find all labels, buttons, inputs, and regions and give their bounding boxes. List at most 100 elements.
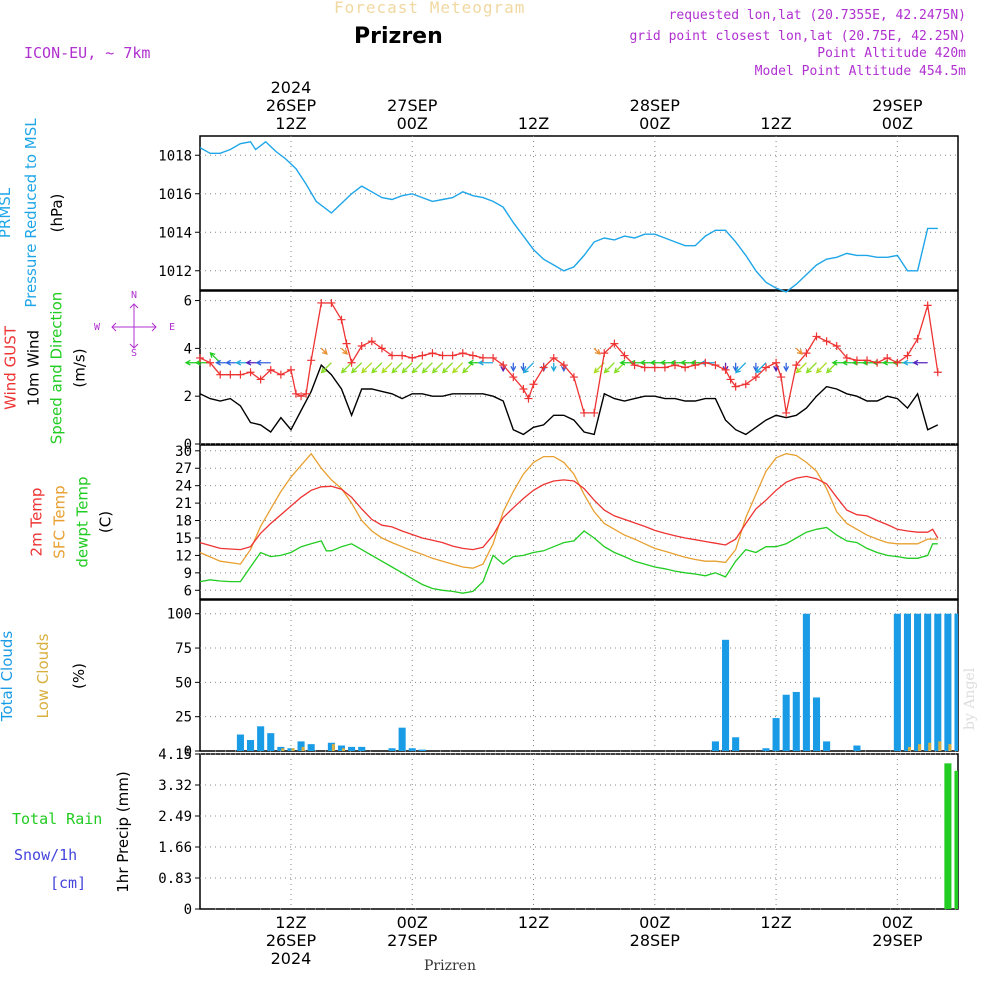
wind-arrow — [341, 347, 349, 355]
wind-arrow — [805, 362, 817, 374]
gust-line — [199, 302, 939, 414]
y-tick-label: 4.15 — [158, 747, 192, 763]
time-label-top: 12Z — [518, 114, 549, 133]
gust-marker — [883, 353, 892, 362]
total-cloud-bar — [418, 749, 426, 751]
panel-label: 1hr Precip (mm) — [114, 771, 132, 892]
gust-marker — [499, 361, 508, 370]
y-tick-label: 15 — [175, 531, 192, 547]
y-tick-label: 1.66 — [158, 840, 192, 856]
wind-labels: Wind GUST 10m Wind Speed and Direction (m/s… — [2, 292, 89, 445]
y-axis-precip: 0 0.83 1.66 2.49 3.32 4.15 — [158, 747, 958, 918]
pressure-line — [199, 140, 938, 293]
total-cloud-bar — [853, 745, 861, 751]
total-cloud-bar — [722, 639, 730, 751]
panel-frame-cloud — [199, 599, 959, 752]
wind-arrow — [795, 362, 807, 374]
total-cloud-bar — [236, 734, 244, 751]
wind-arrow — [421, 362, 433, 374]
wind-arrow — [510, 362, 517, 373]
y-tick-label: 4 — [184, 341, 192, 357]
gust-marker — [802, 349, 811, 358]
y-tick-label: 3.32 — [158, 778, 192, 794]
gust-marker — [206, 358, 215, 367]
gust-marker — [468, 351, 477, 360]
gust-marker — [761, 363, 770, 372]
y-tick-label: 75 — [175, 641, 192, 657]
y-axis-wind: 0 2 4 6 — [184, 294, 958, 453]
panel-frame-pressure — [199, 135, 959, 291]
panel-label: Total Clouds — [0, 631, 16, 723]
total-cloud-bar — [762, 748, 770, 751]
y-tick-label: 6 — [184, 294, 192, 310]
panel-wind — [199, 290, 959, 445]
model-altitude: Model Point Altitude 454.5m — [754, 64, 966, 79]
gust-marker — [489, 353, 498, 362]
panel-cloud — [199, 599, 959, 752]
total-cloud-bar — [944, 613, 952, 751]
time-label-top-line: 12Z — [760, 114, 791, 133]
gust-marker — [741, 380, 750, 389]
wind-arrow — [603, 362, 615, 374]
temp-labels: 2m Temp SFC Temp dewpt Temp (C) — [28, 476, 115, 567]
total-cloud-bar — [297, 741, 305, 751]
faded-title: Forecast Meteogram — [334, 0, 526, 17]
total-cloud-bar — [337, 745, 346, 751]
gust-marker — [302, 389, 311, 398]
gust-marker — [812, 332, 821, 341]
y-tick-label: 1016 — [158, 187, 192, 203]
gust-marker — [792, 361, 801, 370]
compass-n: N — [131, 290, 137, 301]
y-axis-pressure: 1012 1014 1016 1018 — [158, 148, 958, 280]
panel-precip — [199, 753, 959, 910]
gust-marker — [196, 353, 204, 362]
total-cloud-bar — [348, 746, 356, 751]
total-cloud-bar — [327, 742, 335, 751]
gust-marker — [650, 363, 659, 372]
y-tick-label: 21 — [175, 496, 192, 512]
y-tick-label: 1014 — [158, 225, 192, 241]
wind-arrow — [340, 362, 353, 374]
wind-arrow — [735, 362, 747, 374]
y-tick-label: 0 — [184, 437, 192, 453]
panel-label: (%) — [70, 663, 88, 689]
compass-arrows — [111, 303, 157, 349]
time-label-top-line: 00Z — [639, 114, 670, 133]
gust-marker — [721, 365, 730, 374]
gust-marker — [478, 353, 487, 362]
time-label-bottom-line: 12Z — [760, 913, 791, 932]
gust-marker — [903, 351, 912, 360]
gust-marker — [832, 341, 841, 350]
time-label-top-line: 26SEP — [266, 96, 317, 115]
requested-coords: requested lon,lat (20.7355E, 42.2475N) — [668, 8, 966, 23]
gust-marker — [519, 385, 528, 394]
gust-marker — [256, 375, 265, 384]
temp-2m-line — [199, 475, 939, 551]
wind-arrow — [550, 362, 557, 373]
gust-marker — [276, 370, 285, 379]
gridpoint-coords: grid point closest lon,lat (20.75E, 42.2… — [629, 29, 966, 44]
time-label-bottom-line: 00Z — [639, 913, 670, 932]
total-cloud-bar — [307, 744, 315, 751]
gust-marker — [777, 373, 786, 382]
gust-marker — [751, 373, 760, 382]
y-axis-cloud: 0 25 50 75 100 — [167, 607, 958, 760]
y-tick-label: 1012 — [158, 264, 192, 280]
time-label-bottom-line: 00Z — [397, 913, 428, 932]
wind-arrow — [431, 362, 444, 374]
panel-pressure — [199, 135, 959, 291]
precip-bar — [944, 763, 952, 909]
gust-marker — [726, 375, 735, 384]
gust-marker — [337, 315, 346, 324]
gust-marker — [620, 351, 629, 360]
y-tick-label: 50 — [175, 675, 192, 691]
gust-marker — [539, 363, 548, 372]
